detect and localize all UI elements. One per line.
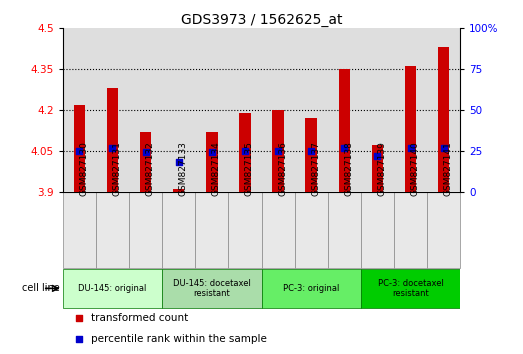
- Text: GSM827140: GSM827140: [411, 141, 419, 195]
- Point: [406, 145, 415, 150]
- Point: [175, 159, 183, 165]
- Bar: [438, 47, 449, 192]
- Text: GSM827138: GSM827138: [344, 141, 354, 195]
- Bar: [195, 28, 229, 192]
- FancyBboxPatch shape: [63, 192, 96, 268]
- Point: [74, 315, 83, 321]
- Title: GDS3973 / 1562625_at: GDS3973 / 1562625_at: [181, 13, 342, 27]
- Point: [75, 148, 84, 154]
- Point: [241, 148, 249, 154]
- FancyBboxPatch shape: [262, 192, 294, 268]
- Bar: [162, 28, 195, 192]
- Text: GSM827141: GSM827141: [444, 141, 453, 195]
- Text: GSM827139: GSM827139: [378, 141, 386, 195]
- Bar: [229, 28, 262, 192]
- Point: [74, 336, 83, 342]
- Text: GSM827136: GSM827136: [278, 141, 287, 195]
- Point: [340, 145, 348, 150]
- Point: [439, 145, 448, 150]
- FancyBboxPatch shape: [162, 269, 262, 308]
- FancyBboxPatch shape: [394, 192, 427, 268]
- FancyBboxPatch shape: [162, 192, 195, 268]
- Bar: [394, 28, 427, 192]
- FancyBboxPatch shape: [361, 192, 394, 268]
- Point: [274, 148, 282, 154]
- Bar: [96, 28, 129, 192]
- Text: PC-3: docetaxel
resistant: PC-3: docetaxel resistant: [378, 279, 444, 298]
- FancyBboxPatch shape: [63, 269, 162, 308]
- Bar: [361, 28, 394, 192]
- Bar: [305, 118, 317, 192]
- Text: GSM827134: GSM827134: [212, 141, 221, 195]
- Text: GSM827131: GSM827131: [112, 141, 121, 195]
- Bar: [372, 145, 383, 192]
- Bar: [262, 28, 294, 192]
- Bar: [206, 132, 218, 192]
- Point: [307, 148, 315, 154]
- Point: [208, 150, 216, 155]
- Bar: [107, 88, 118, 192]
- FancyBboxPatch shape: [294, 192, 328, 268]
- Text: GSM827135: GSM827135: [245, 141, 254, 195]
- FancyBboxPatch shape: [328, 192, 361, 268]
- Text: GSM827137: GSM827137: [311, 141, 320, 195]
- Bar: [427, 28, 460, 192]
- Point: [141, 150, 150, 155]
- FancyBboxPatch shape: [361, 269, 460, 308]
- FancyBboxPatch shape: [262, 269, 361, 308]
- Bar: [405, 67, 416, 192]
- Text: GSM827130: GSM827130: [79, 141, 88, 195]
- Bar: [74, 104, 85, 192]
- Point: [373, 153, 382, 159]
- Text: PC-3: original: PC-3: original: [283, 284, 339, 293]
- Bar: [294, 28, 328, 192]
- FancyBboxPatch shape: [195, 192, 229, 268]
- Text: GSM827132: GSM827132: [145, 141, 155, 195]
- Text: DU-145: docetaxel
resistant: DU-145: docetaxel resistant: [173, 279, 251, 298]
- Bar: [129, 28, 162, 192]
- Point: [108, 145, 117, 150]
- FancyBboxPatch shape: [427, 192, 460, 268]
- Bar: [140, 132, 151, 192]
- Bar: [328, 28, 361, 192]
- FancyBboxPatch shape: [129, 192, 162, 268]
- Text: transformed count: transformed count: [90, 313, 188, 323]
- Bar: [272, 110, 284, 192]
- Text: cell line: cell line: [22, 283, 63, 293]
- Text: DU-145: original: DU-145: original: [78, 284, 146, 293]
- Bar: [63, 28, 96, 192]
- Bar: [173, 189, 185, 192]
- Text: percentile rank within the sample: percentile rank within the sample: [90, 334, 266, 344]
- FancyBboxPatch shape: [96, 192, 129, 268]
- Bar: [338, 69, 350, 192]
- Text: GSM827133: GSM827133: [179, 141, 188, 195]
- Bar: [239, 113, 251, 192]
- FancyBboxPatch shape: [229, 192, 262, 268]
